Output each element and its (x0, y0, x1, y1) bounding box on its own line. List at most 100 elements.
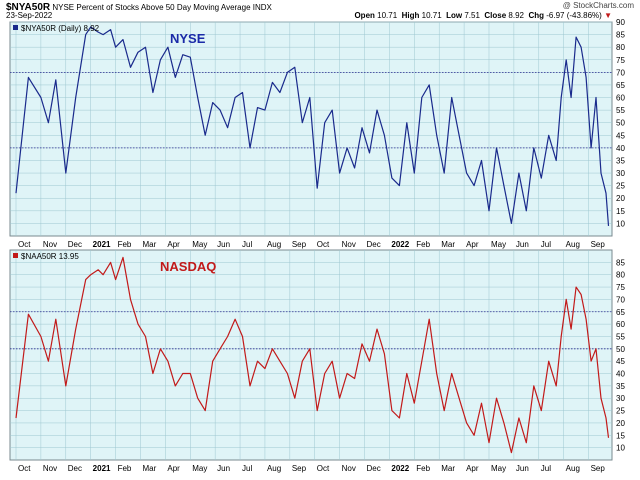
symbol: $NYA50R (6, 2, 51, 13)
x-tick-label: Mar (441, 464, 455, 473)
y-tick-label: 60 (616, 320, 625, 329)
symbol-description: NYSE Percent of Stocks Above 50 Day Movi… (52, 3, 251, 12)
low-label: Low (446, 11, 463, 20)
x-tick-label: Mar (142, 240, 156, 249)
close-label: Close (484, 11, 507, 20)
chg-label: Chg (528, 11, 545, 20)
x-tick-label: Dec (68, 464, 82, 473)
x-tick-label: Jul (541, 240, 551, 249)
y-tick-label: 40 (616, 370, 625, 379)
y-tick-label: 15 (616, 207, 625, 216)
plot-area (9, 21, 613, 237)
y-tick-label: 15 (616, 431, 625, 440)
x-tick-label: Nov (342, 240, 356, 249)
x-tick-label: May (192, 240, 207, 249)
x-tick-label: Mar (441, 240, 455, 249)
legend-swatch (13, 25, 18, 30)
x-tick-label: May (491, 240, 506, 249)
chart-date: 23-Sep-2022 (6, 11, 53, 20)
high-label: High (401, 11, 420, 20)
x-tick-label: Oct (317, 464, 330, 473)
x-tick-label: Sep (591, 464, 606, 473)
x-tick-label: May (491, 464, 506, 473)
y-tick-label: 70 (616, 68, 625, 77)
panel-title: NYSE (170, 31, 206, 46)
y-tick-label: 40 (616, 144, 625, 153)
y-tick-label: 60 (616, 94, 625, 103)
y-tick-label: 20 (616, 419, 625, 428)
y-tick-label: 10 (616, 444, 625, 453)
x-tick-label: Aug (566, 240, 580, 249)
y-tick-label: 25 (616, 407, 625, 416)
y-tick-label: 10 (616, 219, 625, 228)
x-tick-label: Feb (118, 464, 132, 473)
x-tick-label: Aug (267, 240, 281, 249)
y-tick-label: 55 (616, 332, 625, 341)
y-tick-label: 75 (616, 283, 625, 292)
x-tick-label: 2021 (93, 464, 111, 473)
chart-header: $NYA50R NYSE Percent of Stocks Above 50 … (0, 0, 640, 22)
x-tick-label: Apr (167, 464, 180, 473)
high-value: 10.71 (421, 11, 442, 20)
x-tick-label: Aug (267, 464, 281, 473)
y-tick-label: 65 (616, 308, 625, 317)
open-value: 10.71 (377, 11, 398, 20)
x-tick-label: Sep (292, 464, 307, 473)
y-tick-label: 35 (616, 382, 625, 391)
x-tick-label: Feb (416, 240, 430, 249)
x-tick-label: Sep (292, 240, 307, 249)
x-tick-label: Nov (43, 464, 57, 473)
x-tick-label: Jul (242, 464, 252, 473)
close-value: 8.92 (508, 11, 524, 20)
x-tick-label: 2021 (93, 240, 111, 249)
y-tick-label: 65 (616, 81, 625, 90)
x-tick-label: Apr (466, 240, 479, 249)
y-tick-label: 30 (616, 394, 625, 403)
x-tick-label: Jun (516, 464, 529, 473)
x-tick-label: Jun (217, 240, 230, 249)
open-label: Open (354, 11, 375, 20)
x-tick-label: Feb (118, 240, 132, 249)
brand-link[interactable]: @ StockCharts.com (562, 1, 634, 10)
x-tick-label: Jun (217, 464, 230, 473)
x-tick-label: Oct (18, 240, 31, 249)
chart-title: $NYA50R NYSE Percent of Stocks Above 50 … (6, 2, 272, 13)
y-tick-label: 25 (616, 182, 625, 191)
x-tick-label: Aug (566, 464, 580, 473)
y-tick-label: 85 (616, 31, 625, 40)
y-tick-label: 55 (616, 106, 625, 115)
ohlc-readout: Open 10.71 High 10.71 Low 7.51 Close 8.9… (354, 11, 612, 20)
y-tick-label: 30 (616, 169, 625, 178)
legend-swatch (13, 253, 18, 258)
x-tick-label: Dec (367, 240, 381, 249)
chg-value: -6.97 (-43.86%) (546, 11, 602, 20)
x-tick-label: Jul (541, 464, 551, 473)
y-tick-label: 80 (616, 271, 625, 280)
legend-label: $NAA50R 13.95 (21, 252, 79, 261)
series-line (15, 256, 610, 454)
legend-label: $NYA50R (Daily) 8.92 (21, 24, 100, 33)
x-tick-label: Jul (242, 240, 252, 249)
x-tick-label: Mar (142, 464, 156, 473)
x-tick-label: Oct (317, 240, 330, 249)
x-tick-label: 2022 (391, 464, 409, 473)
low-value: 7.51 (464, 11, 480, 20)
chart-panel-nasdaq: 10 15 20 25 30 35 40 45 50 55 60 65 70 75 80 85 Oct Nov De… (9, 249, 625, 473)
exchange: INDX (252, 3, 272, 12)
x-tick-label: May (192, 464, 207, 473)
x-tick-label: Apr (466, 464, 479, 473)
y-tick-label: 80 (616, 43, 625, 52)
y-tick-label: 85 (616, 258, 625, 267)
x-tick-label: Dec (68, 240, 82, 249)
chart-panel-nyse: 10 15 20 25 30 35 40 45 50 55 60 65 70 75 80 85 90 Oct Nov… (9, 18, 625, 249)
y-tick-label: 45 (616, 357, 625, 366)
y-tick-label: 20 (616, 194, 625, 203)
panel-title: NASDAQ (160, 259, 216, 274)
x-tick-label: Oct (18, 464, 31, 473)
x-tick-label: Feb (416, 464, 430, 473)
x-tick-label: Nov (43, 240, 57, 249)
x-tick-label: Sep (591, 240, 606, 249)
series-line (15, 26, 610, 226)
y-tick-label: 75 (616, 56, 625, 65)
